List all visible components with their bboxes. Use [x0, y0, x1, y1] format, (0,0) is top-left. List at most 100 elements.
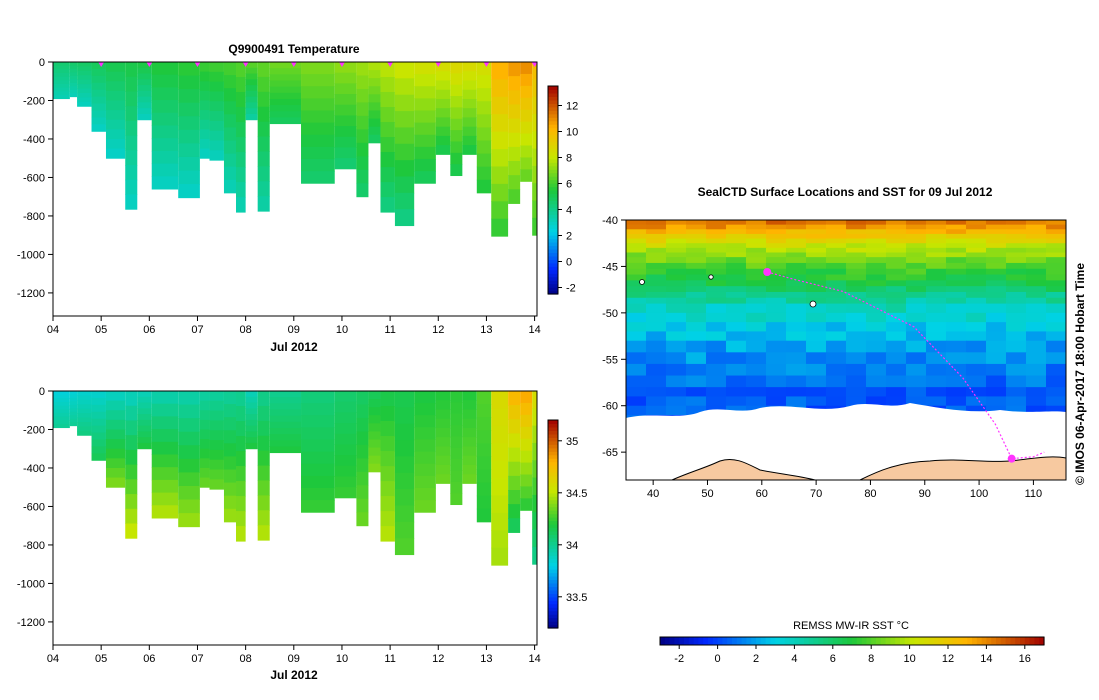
sst-cell — [666, 257, 687, 264]
profile-cell — [532, 391, 537, 409]
profile-cell — [380, 182, 395, 198]
profile-cell — [368, 415, 381, 424]
sst-cell — [1026, 352, 1047, 365]
sst-cell — [866, 268, 887, 276]
sst-cell — [706, 352, 727, 365]
profile-cell — [91, 439, 106, 447]
sst-cell — [806, 322, 827, 333]
profile-cell — [199, 90, 210, 101]
colorbar-segment — [548, 89, 558, 94]
profile-cell — [508, 447, 521, 463]
sst-cell — [966, 243, 987, 249]
profile-cell — [236, 451, 246, 467]
profile-cell — [91, 103, 106, 111]
profile-cell — [491, 478, 509, 496]
sst-cell — [1046, 363, 1066, 377]
sst-cell — [766, 243, 787, 249]
profile-cell — [223, 101, 237, 115]
profile-cell — [69, 397, 78, 402]
profile-cell — [450, 96, 463, 108]
profile-cell — [69, 72, 78, 77]
colorbar-segment — [548, 451, 558, 456]
profile-cell — [520, 402, 533, 416]
sst-cell — [726, 238, 747, 244]
profile-cell — [151, 479, 179, 494]
map-x-tick-label: 110 — [1025, 488, 1043, 500]
profile-cell — [334, 136, 357, 148]
profile-cell — [69, 82, 78, 87]
sst-cell — [1046, 405, 1066, 416]
profile-cell — [125, 494, 138, 510]
sst-cell — [646, 387, 667, 398]
sst-cell — [926, 363, 947, 377]
colorbar-tick-label: 12 — [566, 101, 578, 113]
profile-cell — [151, 87, 179, 101]
profile-cell — [476, 456, 492, 471]
profile-cell — [462, 62, 477, 72]
sst-cell — [906, 252, 927, 258]
profile-cell — [269, 117, 302, 125]
sst-cell — [746, 238, 767, 244]
profile-cell — [151, 150, 179, 165]
sst-cell — [1046, 375, 1066, 388]
profile-column — [69, 391, 78, 427]
sst-cell — [906, 396, 927, 407]
profile-cell — [105, 410, 126, 421]
map-y-tick-label: -65 — [602, 447, 618, 459]
profile-cell — [178, 116, 200, 131]
profile-cell — [450, 402, 463, 415]
sst-cell — [826, 268, 847, 276]
map-axes: 40 50 60 70 80 90 100 110-40-45-50-55-60-65 — [602, 215, 1042, 500]
sst-cell — [866, 331, 887, 342]
map-x-tick-label: 70 — [810, 488, 822, 500]
track-end-marker — [1007, 454, 1016, 463]
colorbar-segment — [548, 165, 558, 170]
sst-cell — [726, 233, 747, 240]
profile-cell — [394, 456, 415, 474]
profile-column — [269, 62, 302, 125]
profile-cell — [69, 75, 78, 80]
sst-colorbar-segment — [837, 637, 843, 645]
sst-cell — [626, 257, 647, 264]
sst-cell — [726, 297, 747, 305]
profile-cell — [245, 419, 258, 427]
sst-cell — [846, 252, 867, 258]
sst-cell — [1006, 252, 1027, 258]
x-tick-label: 05 — [95, 653, 107, 665]
sst-cell — [826, 262, 847, 270]
sst-cell — [966, 224, 987, 230]
profile-column — [77, 391, 92, 436]
profile-cell — [223, 482, 237, 497]
profile-column — [137, 62, 152, 121]
sst-cell — [686, 280, 707, 287]
profile-cell — [435, 126, 451, 137]
colorbar-segment — [548, 433, 558, 438]
profile-cell — [532, 131, 537, 150]
profile-cell — [414, 487, 436, 501]
sst-colorbar-segment — [842, 637, 848, 645]
sst-cell — [966, 247, 987, 254]
sst-cell — [966, 291, 987, 299]
sst-cell — [966, 286, 987, 293]
profile-cell — [77, 75, 92, 81]
imos-credit: © IMOS 06-Apr-2017 18:00 Hobart Time — [1073, 263, 1087, 485]
profile-cell — [334, 126, 357, 138]
profile-cell — [476, 495, 492, 510]
profile-cell — [245, 431, 258, 438]
sst-cell — [846, 274, 867, 281]
sst-cell — [826, 297, 847, 305]
sst-cell — [626, 238, 647, 244]
profile-cell — [236, 526, 246, 542]
profile-cell — [69, 65, 78, 70]
sst-cell — [726, 247, 747, 254]
sst-cell — [786, 243, 807, 249]
sst-cell — [786, 286, 807, 293]
sst-cell — [666, 340, 687, 353]
sst-colorbar-tick-label: 2 — [753, 653, 759, 665]
profile-cell — [532, 200, 537, 219]
profile-cell — [209, 130, 224, 142]
sst-cell — [1046, 229, 1066, 235]
profile-cell — [151, 403, 179, 417]
sst-colorbar-segment — [1034, 637, 1040, 645]
sst-colorbar-tick-label: 4 — [791, 653, 797, 665]
